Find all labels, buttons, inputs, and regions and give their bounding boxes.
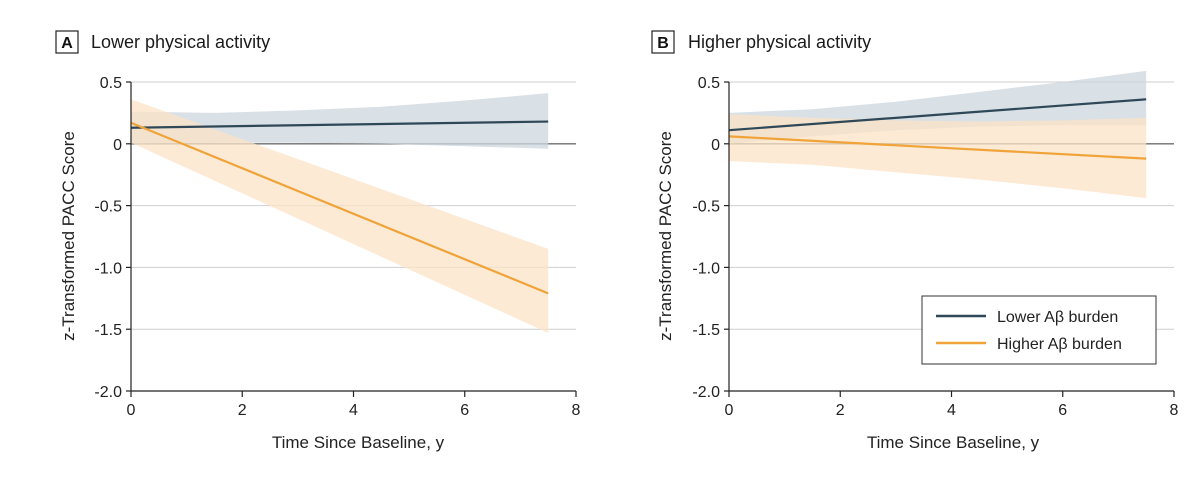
panel-a-y-tick-label-5: -2.0 [94, 384, 122, 401]
panel-b-title: Higher physical activity [688, 32, 871, 52]
panel-a-y-tick-label-0: 0.5 [100, 75, 122, 92]
panel-b-plot: 0.5 0 -0.5 -1.0 -1.5 -2.0 0 2 4 6 8 [692, 70, 1179, 419]
legend-label-higher-abeta: Higher Aβ burden [997, 336, 1122, 353]
legend-box [921, 295, 1157, 365]
panel-b-letter: B [657, 35, 669, 52]
panel-b-y-tick-label-2: -0.5 [692, 199, 720, 216]
panel-a-y-axis-title: z-Transformed PACC Score [59, 131, 78, 341]
panel-a-series-line-higher-abeta [130, 121, 549, 295]
panel-a: A Lower physical activity 0.5 0 -0.5 -1.0 -1… [55, 30, 581, 452]
panel-b-x-axis-title: Time Since Baseline, y [867, 433, 1040, 452]
panel-a-y-tick-label-1: 0 [113, 137, 122, 154]
panel-b-ci-band-higher-abeta [729, 114, 1147, 199]
panel-a-y-tick-label-4: -1.5 [94, 322, 122, 339]
panel-b: B Higher physical activity 0.5 0 -0.5 -1.0 -… [651, 30, 1179, 452]
panel-b-x-tick-label-0: 0 [725, 402, 734, 419]
panel-b-y-axis-title: z-Transformed PACC Score [656, 131, 675, 341]
panel-b-series-line-higher-abeta [728, 135, 1147, 160]
panel-a-plot: 0.5 0 -0.5 -1.0 -1.5 -2.0 0 2 4 6 8 [94, 75, 580, 419]
legend: Lower Aβ burden Higher Aβ burden [921, 295, 1157, 365]
panel-b-letter-box [651, 30, 675, 54]
panel-b-y-tick-label-4: -1.5 [692, 322, 720, 339]
panel-b-y-tick-label-0: 0.5 [698, 75, 720, 92]
panel-a-x-tick-label-0: 0 [127, 402, 136, 419]
panel-a-series-line-lower-abeta [130, 120, 549, 129]
panel-b-x-tick-label-1: 2 [836, 402, 845, 419]
panel-b-x-tick-label-3: 6 [1058, 402, 1067, 419]
panel-b-series-line-lower-abeta [728, 98, 1147, 132]
panel-a-x-tick-label-3: 6 [460, 402, 469, 419]
panel-b-y-tick-label-3: -1.0 [692, 260, 720, 277]
panel-a-title: Lower physical activity [91, 32, 270, 52]
panel-a-y-tick-label-2: -0.5 [94, 199, 122, 216]
panel-a-x-tick-label-2: 4 [349, 402, 358, 419]
panel-a-ci-band-lower-abeta [131, 93, 549, 149]
legend-label-lower-abeta: Lower Aβ burden [997, 309, 1118, 326]
panel-a-letter: A [61, 35, 73, 52]
panel-b-x-tick-label-4: 8 [1170, 402, 1179, 419]
panel-a-x-tick-label-1: 2 [238, 402, 247, 419]
panel-a-letter-box [55, 30, 79, 54]
panel-b-x-tick-label-2: 4 [947, 402, 956, 419]
panel-a-x-axis-title: Time Since Baseline, y [272, 433, 445, 452]
panel-a-x-tick-label-4: 8 [572, 402, 581, 419]
panel-a-y-tick-label-3: -1.0 [94, 260, 122, 277]
panel-b-y-tick-label-1: 0 [711, 137, 720, 154]
panel-a-ci-band-higher-abeta [131, 99, 549, 333]
panel-b-y-tick-label-5: -2.0 [692, 384, 720, 401]
